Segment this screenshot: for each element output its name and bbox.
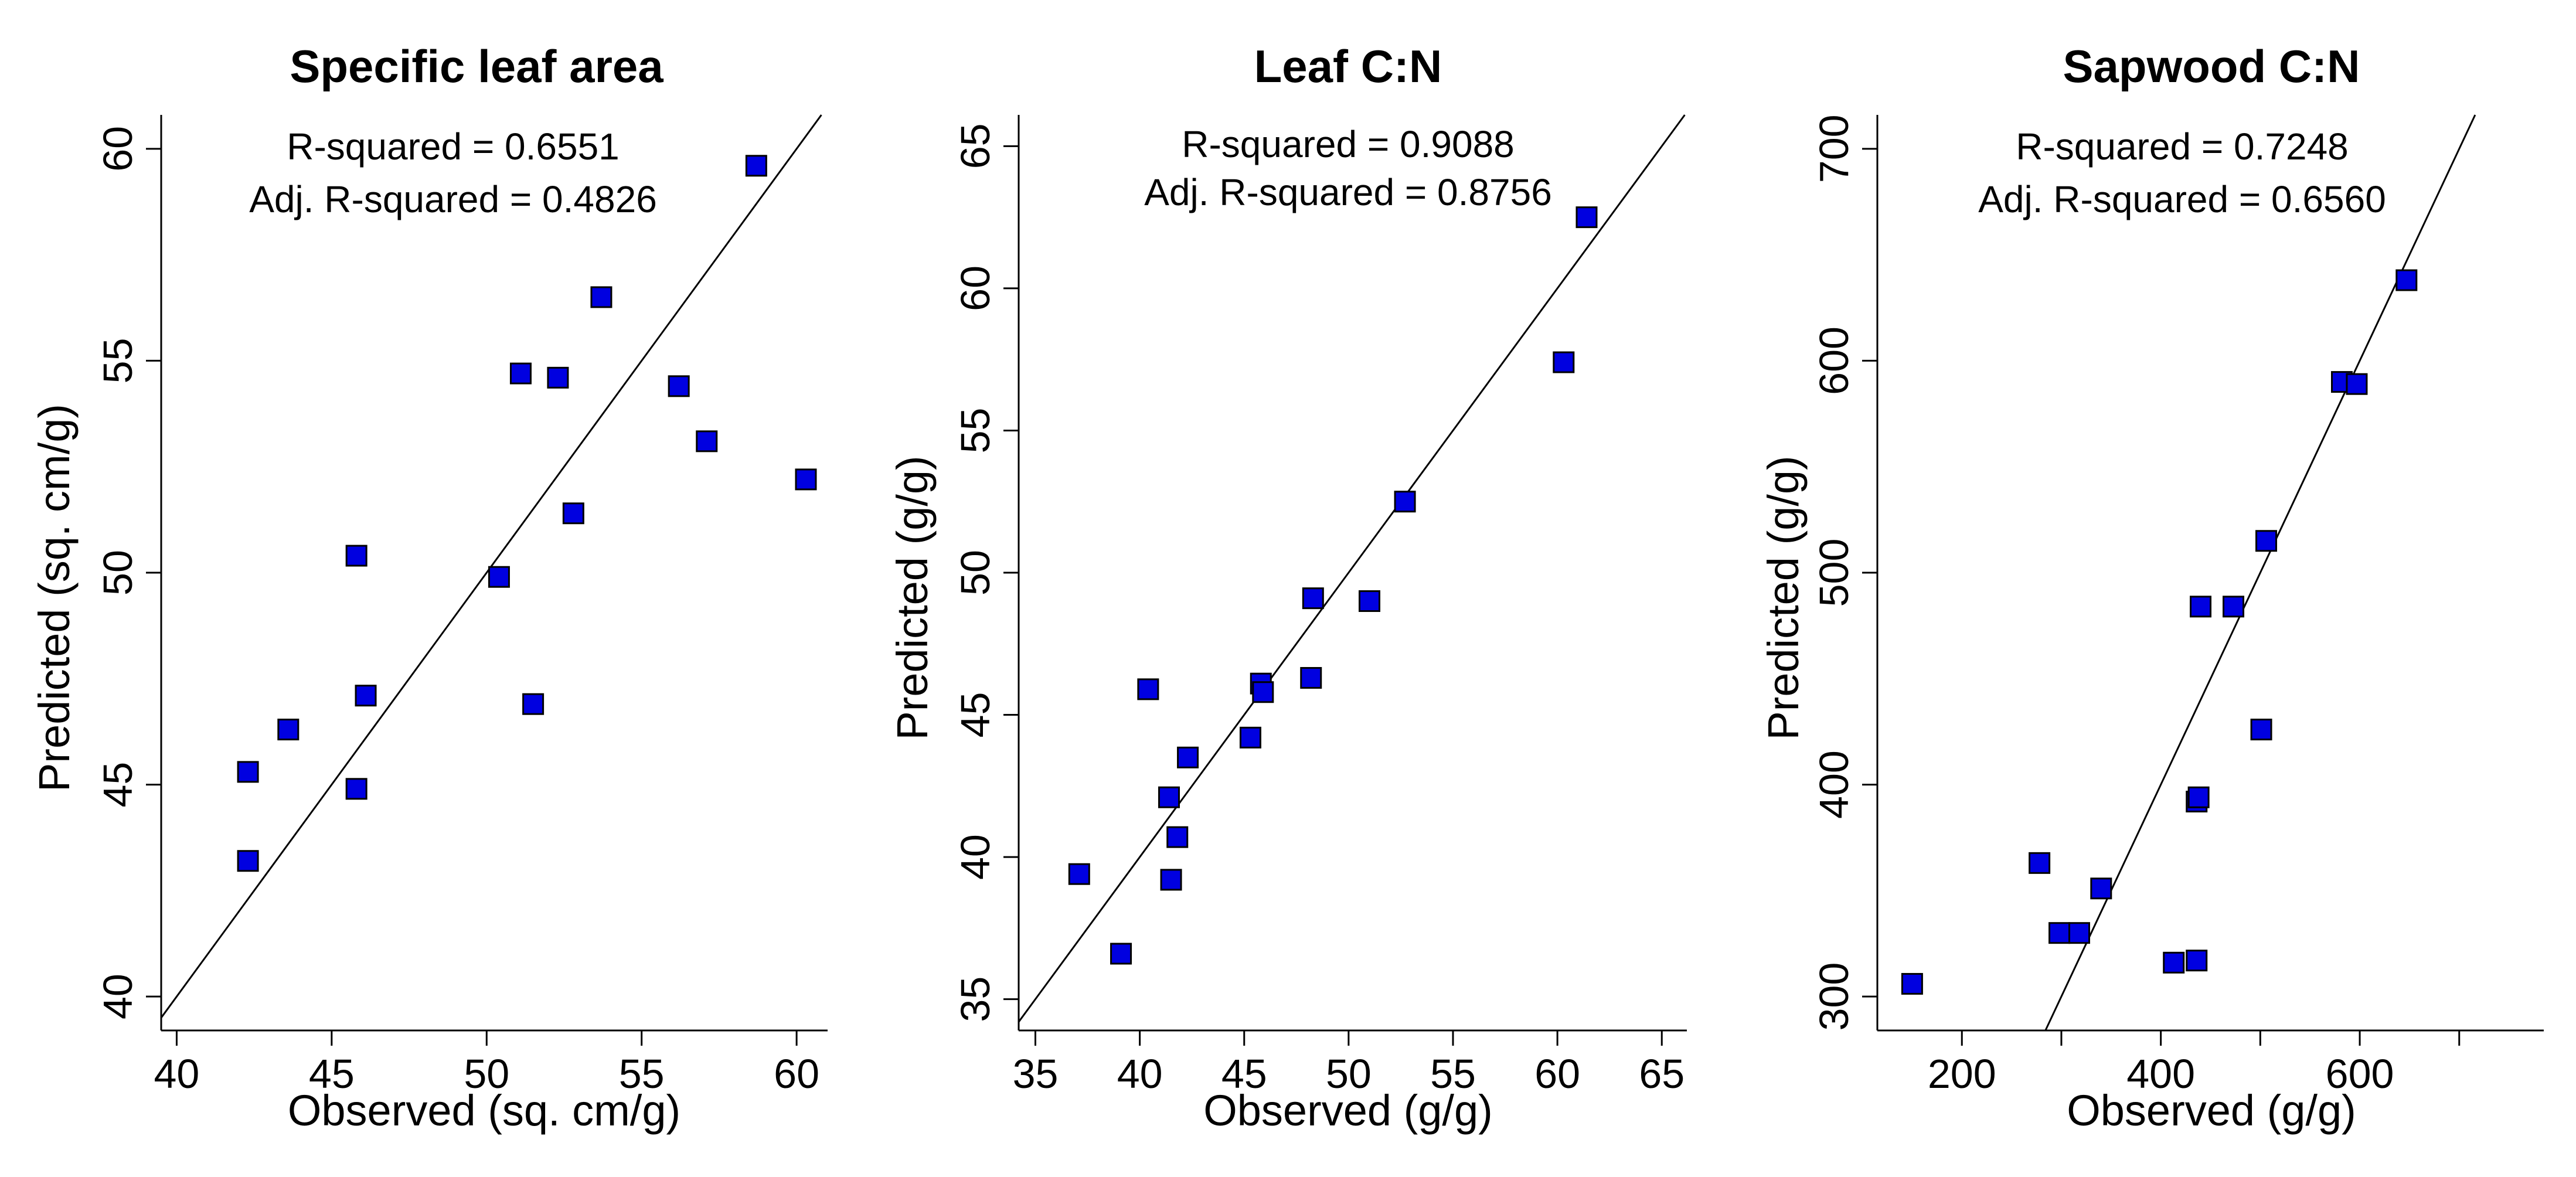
r-squared-annotation: R-squared = 0.7248 — [2016, 125, 2349, 168]
reference-line — [1018, 114, 1686, 1023]
data-point — [2190, 596, 2212, 618]
adj-r-squared-annotation: Adj. R-squared = 0.4826 — [249, 178, 657, 220]
data-point — [745, 155, 767, 177]
data-point — [1160, 869, 1182, 891]
y-tick-label: 600 — [1811, 326, 1857, 395]
data-point — [2250, 719, 2272, 741]
data-point — [2029, 852, 2051, 874]
y-tick-label: 45 — [95, 762, 141, 808]
adj-r-squared-annotation: Adj. R-squared = 0.8756 — [1144, 171, 1552, 213]
y-tick-label: 50 — [95, 550, 141, 596]
y-tick-label: 700 — [1811, 114, 1857, 183]
x-tick-label: 45 — [309, 1051, 355, 1097]
y-tick-label: 50 — [952, 550, 998, 596]
x-tick-label: 45 — [1221, 1051, 1267, 1097]
data-point — [1302, 587, 1324, 610]
y-tick-label: 65 — [952, 123, 998, 169]
data-point — [696, 430, 718, 453]
panel-leaf-cn: Leaf C:N R-squared = 0.9088 Adj. R-squar… — [888, 40, 1687, 1135]
data-point — [2090, 877, 2112, 900]
panel-specific-leaf-area: Specific leaf area R-squared = 0.6551 Ad… — [30, 40, 828, 1135]
r-squared-annotation: R-squared = 0.6551 — [287, 125, 620, 168]
data-point — [237, 761, 259, 783]
data-point — [2163, 951, 2185, 974]
x-tick-label: 400 — [2126, 1051, 2195, 1097]
data-point — [237, 850, 259, 872]
x-tick-label: 200 — [1928, 1051, 1996, 1097]
data-point — [1068, 863, 1090, 885]
data-point — [668, 375, 690, 397]
x-axis-label: Observed (sq. cm/g) — [288, 1086, 680, 1135]
y-axis-label: Predicted (sq. cm/g) — [30, 404, 79, 792]
data-point — [1239, 726, 1261, 749]
data-point — [345, 778, 367, 800]
data-point — [522, 693, 545, 715]
data-point — [2223, 596, 2245, 618]
x-tick-label: 60 — [1534, 1051, 1580, 1097]
data-point — [2048, 922, 2071, 944]
x-axis-label: Observed (g/g) — [1203, 1086, 1493, 1135]
y-tick-label: 400 — [1811, 750, 1857, 819]
data-point — [795, 468, 817, 491]
data-point — [2187, 786, 2210, 808]
y-tick-label: 55 — [95, 338, 141, 383]
x-axis-label: Observed (g/g) — [2067, 1086, 2356, 1135]
panel-sapwood-cn: Sapwood C:N R-squared = 0.7248 Adj. R-sq… — [1759, 40, 2544, 1135]
data-point — [562, 502, 584, 525]
y-tick-label: 300 — [1811, 962, 1857, 1031]
data-point — [2346, 373, 2368, 395]
data-point — [2186, 950, 2208, 972]
y-tick-label: 45 — [952, 692, 998, 738]
data-point — [1575, 206, 1598, 229]
data-point — [277, 719, 300, 741]
data-point — [345, 545, 367, 567]
data-point — [355, 685, 377, 707]
reference-line — [2044, 114, 2476, 1031]
chart-title: Sapwood C:N — [2063, 40, 2360, 92]
x-tick-label: 40 — [1117, 1051, 1163, 1097]
y-tick-label: 40 — [95, 974, 141, 1019]
y-axis-label: Predicted (g/g) — [1759, 455, 1808, 740]
data-point — [509, 362, 532, 385]
data-point — [1901, 972, 1923, 995]
r-squared-annotation: R-squared = 0.9088 — [1182, 123, 1515, 165]
x-tick-label: 50 — [1326, 1051, 1372, 1097]
y-tick-label: 60 — [95, 126, 141, 172]
data-point — [1110, 943, 1132, 965]
x-tick-label: 65 — [1639, 1051, 1685, 1097]
data-point — [1137, 678, 1159, 700]
x-tick-label: 50 — [464, 1051, 509, 1097]
y-axis-label: Predicted (g/g) — [888, 455, 937, 740]
y-tick-label: 55 — [952, 408, 998, 454]
data-point — [590, 286, 612, 308]
y-tick-label: 500 — [1811, 539, 1857, 607]
data-point — [2395, 269, 2418, 291]
data-point — [1166, 826, 1189, 848]
data-point — [1300, 666, 1322, 689]
y-tick-label: 60 — [952, 266, 998, 311]
data-point — [1553, 351, 1575, 373]
y-tick-label: 40 — [952, 834, 998, 880]
data-point — [1177, 746, 1199, 768]
data-point — [488, 566, 510, 588]
chart-title: Leaf C:N — [1254, 40, 1442, 92]
x-tick-label: 55 — [619, 1051, 665, 1097]
x-tick-label: 55 — [1430, 1051, 1476, 1097]
chart-title: Specific leaf area — [290, 40, 663, 92]
data-point — [1394, 491, 1416, 513]
data-point — [1252, 681, 1274, 703]
x-tick-label: 600 — [2326, 1051, 2394, 1097]
x-tick-label: 60 — [774, 1051, 819, 1097]
data-point — [547, 366, 569, 389]
data-point — [1359, 590, 1380, 613]
y-tick-label: 35 — [952, 977, 998, 1022]
data-point — [2255, 530, 2278, 552]
adj-r-squared-annotation: Adj. R-squared = 0.6560 — [1978, 178, 2386, 220]
x-tick-label: 40 — [154, 1051, 200, 1097]
data-point — [2068, 922, 2090, 944]
x-tick-label: 35 — [1013, 1051, 1059, 1097]
data-point — [1158, 786, 1180, 808]
